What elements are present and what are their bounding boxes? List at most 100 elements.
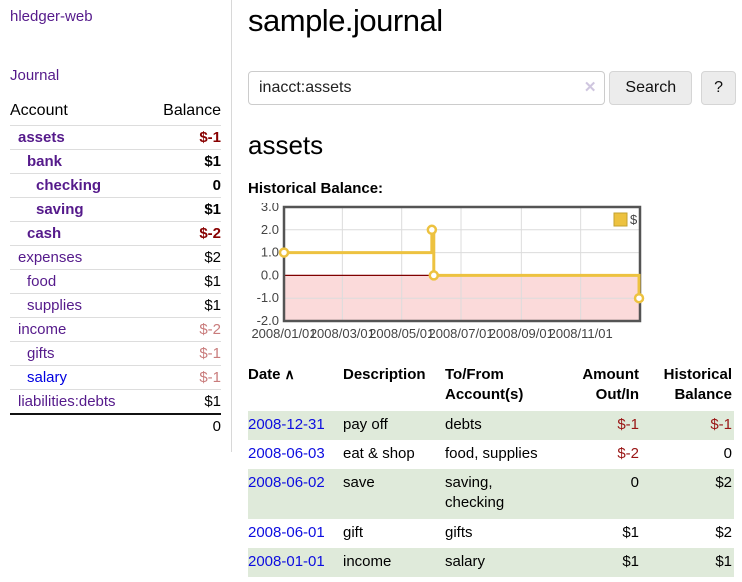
transaction-date-cell: 2008-01-01	[248, 548, 343, 577]
accounts-total-row: 0	[10, 413, 221, 438]
account-row: bank $1	[10, 149, 221, 174]
transaction-amount: 0	[630, 474, 639, 491]
account-balance: $-1	[146, 365, 221, 390]
sidebar-account-link[interactable]: checking	[36, 177, 102, 194]
sidebar-account-link[interactable]: saving	[36, 201, 84, 218]
account-column-header: Account	[10, 102, 68, 119]
accounts-table: Account Balance assets $-1 bank $1 checking 0…	[10, 98, 221, 438]
account-balance: $-2	[146, 221, 221, 246]
transaction-accounts: saving, checking	[445, 474, 505, 512]
sidebar-account-link[interactable]: cash	[27, 225, 62, 242]
transaction-balance: $2	[715, 474, 732, 491]
account-row: saving $1	[10, 197, 221, 222]
account-cell: expenses	[10, 245, 147, 270]
account-cell: liabilities:debts	[10, 389, 147, 414]
transaction-date-link[interactable]: 2008-01-01	[248, 552, 325, 570]
account-row: checking 0	[10, 173, 221, 198]
search-form: ✕ Search ?	[248, 71, 736, 105]
transaction-date-cell: 2008-06-03	[248, 440, 343, 469]
transaction-accounts: gifts	[445, 523, 473, 541]
register-table: Date ∧ Description To/From Account(s) Amo…	[248, 362, 734, 577]
sidebar-account-link[interactable]: bank	[27, 153, 63, 170]
account-row: expenses $2	[10, 245, 221, 270]
transaction-date-link[interactable]: 2008-12-31	[248, 415, 325, 433]
register-header-row: Date ∧ Description To/From Account(s) Amo…	[248, 362, 734, 411]
svg-text:3.0: 3.0	[261, 203, 279, 214]
accounts-table-header: Account Balance	[10, 98, 221, 126]
transaction-amount: $1	[622, 552, 639, 570]
account-balance: $1	[146, 197, 221, 222]
account-cell: salary	[10, 365, 147, 390]
svg-text:2008/07/01: 2008/07/01	[428, 326, 493, 341]
sidebar-item-journal[interactable]: Journal	[10, 67, 60, 84]
historical-balance-chart: $3.0 2.0 1.0 0.0 -1.0 -2.0 2008/01/01 2008/03/0…	[248, 199, 736, 356]
sidebar-account-link[interactable]: assets	[18, 129, 65, 146]
account-cell: checking	[10, 173, 147, 198]
transaction-date-link[interactable]: 2008-06-02	[248, 474, 325, 491]
transaction-row: 2008-06-03 eat & shop food, supplies $-2 0	[248, 440, 734, 469]
account-cell: saving	[10, 197, 147, 222]
sidebar-account-link[interactable]: expenses	[18, 249, 83, 266]
account-cell: bank	[10, 149, 147, 174]
account-row: income $-2	[10, 317, 221, 342]
account-cell: supplies	[10, 293, 147, 318]
transaction-date-link[interactable]: 2008-06-01	[248, 523, 325, 541]
transaction-date-link[interactable]: 2008-06-03	[248, 444, 325, 462]
accounts-column-header: To/From Account(s)	[445, 366, 524, 404]
transaction-amount: $-1	[617, 415, 639, 433]
total-spacer	[10, 413, 147, 438]
account-row: gifts $-1	[10, 341, 221, 366]
transaction-row: 2008-12-31 pay off debts $-1 $-1	[248, 410, 734, 440]
sidebar-account-link[interactable]: liabilities:debts	[18, 393, 116, 410]
date-column-header[interactable]: Date ∧	[248, 366, 295, 383]
account-balance: $2	[146, 245, 221, 270]
account-balance: $1	[146, 293, 221, 318]
search-help-button[interactable]: ?	[701, 71, 736, 105]
account-row: salary $-1	[10, 365, 221, 390]
account-balance: $1	[146, 149, 221, 174]
account-balance: $1	[146, 389, 221, 414]
transaction-description: eat & shop	[343, 444, 415, 462]
account-cell: cash	[10, 221, 147, 246]
svg-text:2008/05/01: 2008/05/01	[369, 326, 434, 341]
balance-column-header: Balance	[163, 102, 221, 119]
sidebar-account-link[interactable]: supplies	[27, 297, 83, 314]
total-balance: 0	[146, 413, 221, 438]
account-cell: food	[10, 269, 147, 294]
transaction-amount: $-2	[617, 444, 639, 462]
transaction-row: 2008-01-01 income salary $1 $1	[248, 547, 734, 577]
description-column-header: Description	[343, 366, 426, 383]
account-balance: 0	[146, 173, 221, 198]
svg-text:2.0: 2.0	[261, 222, 279, 237]
svg-text:2008/01/01: 2008/01/01	[251, 326, 316, 341]
transaction-row: 2008-06-01 gift gifts $1 $2	[248, 519, 734, 548]
app-title-link[interactable]: hledger-web	[10, 8, 93, 25]
sidebar-account-link[interactable]: food	[27, 273, 57, 290]
account-balance: $-1	[146, 341, 221, 366]
transaction-description: gift	[343, 523, 364, 541]
sidebar: hledger-web Journal Account Balance asse…	[0, 0, 232, 452]
account-row: supplies $1	[10, 293, 221, 318]
sidebar-account-link[interactable]: income	[18, 321, 67, 338]
transaction-amount: $1	[622, 523, 639, 541]
svg-text:-2.0: -2.0	[257, 313, 279, 328]
account-cell: gifts	[10, 341, 147, 366]
transaction-date-cell: 2008-06-01	[248, 519, 343, 548]
transaction-balance: $2	[715, 523, 732, 541]
transaction-date-cell: 2008-12-31	[248, 411, 343, 440]
search-input[interactable]	[248, 71, 606, 105]
sidebar-account-link[interactable]: salary	[27, 369, 68, 386]
search-button[interactable]: Search	[609, 71, 693, 105]
clear-search-icon[interactable]: ✕	[583, 79, 597, 96]
amount-column-header: Amount Out/In	[582, 366, 639, 404]
search-field-wrap: ✕	[248, 71, 606, 105]
page-title: sample.journal	[248, 3, 443, 38]
transaction-description: pay off	[343, 415, 388, 433]
account-heading: assets	[248, 130, 324, 160]
transaction-balance: $1	[715, 552, 732, 570]
svg-text:2008/03/01: 2008/03/01	[310, 326, 375, 341]
transaction-date-cell: 2008-06-02	[248, 469, 343, 519]
chart-legend-label: $	[630, 212, 638, 227]
sidebar-account-link[interactable]: gifts	[27, 345, 55, 362]
svg-text:0.0: 0.0	[261, 267, 279, 282]
